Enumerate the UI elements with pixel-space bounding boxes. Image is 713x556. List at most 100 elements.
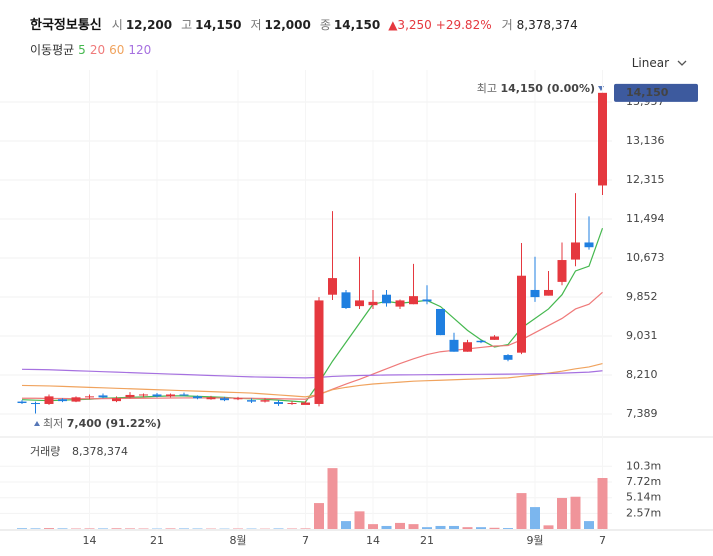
ma-line bbox=[22, 291, 603, 400]
scale-select[interactable]: Linear bbox=[632, 56, 687, 70]
y-tick-label: 10,673 bbox=[626, 251, 665, 264]
volume-bar bbox=[408, 524, 419, 529]
candle-body bbox=[557, 260, 567, 282]
volume-bar bbox=[179, 528, 189, 529]
x-tick-label: 21 bbox=[150, 534, 164, 547]
candle-body bbox=[530, 289, 540, 298]
x-tick-label: 8월 bbox=[229, 534, 246, 547]
volume-bar bbox=[300, 528, 311, 529]
y-tick-label: 9,852 bbox=[626, 290, 658, 303]
candle-body bbox=[274, 402, 283, 404]
volume-bar bbox=[516, 493, 527, 529]
candle-body bbox=[85, 396, 94, 398]
candle-body bbox=[233, 398, 243, 400]
ma-line bbox=[21, 228, 604, 403]
price-box bbox=[614, 83, 698, 102]
x-tick-label: 21 bbox=[420, 534, 434, 547]
candle-body bbox=[31, 403, 40, 405]
volume-label: 거 bbox=[501, 18, 513, 32]
candle-body bbox=[436, 308, 445, 336]
high-note-text: 14,150 (0.00%) bbox=[501, 82, 596, 95]
price-box-label: 14,150 bbox=[626, 86, 669, 99]
x-tick-label: 7 bbox=[302, 534, 309, 547]
volume-total: 8,378,374 bbox=[72, 445, 128, 458]
volume-bar bbox=[462, 527, 473, 529]
candle-body bbox=[598, 92, 607, 186]
y-tick-label: 11,494 bbox=[626, 212, 665, 225]
volume-bar bbox=[422, 527, 432, 529]
ma-legend: 이동평균 5 20 60 120 bbox=[30, 41, 151, 58]
volume-bar bbox=[165, 528, 176, 529]
ma-line bbox=[21, 368, 603, 379]
volume-bar bbox=[570, 496, 581, 529]
x-tick-label: 9월 bbox=[526, 534, 543, 547]
candle-body bbox=[368, 301, 378, 306]
volume-bar bbox=[381, 525, 392, 529]
low-note-text: 7,400 (91.22%) bbox=[67, 417, 162, 430]
volume-bar bbox=[503, 528, 513, 529]
candle-body bbox=[247, 400, 256, 402]
candle-body bbox=[166, 394, 175, 397]
volume-bar bbox=[314, 503, 324, 529]
candle-body bbox=[125, 394, 135, 398]
volume-bar bbox=[597, 478, 608, 529]
high-note: 최고 14,150 (0.00%) bbox=[477, 82, 595, 95]
candle-body bbox=[220, 398, 229, 401]
ma-line bbox=[21, 363, 603, 398]
ma-legend-item: 60 bbox=[109, 43, 125, 57]
volume-bar bbox=[368, 524, 378, 529]
candle-body bbox=[355, 300, 364, 307]
chevron bbox=[677, 60, 687, 66]
stats: 시 12,200 고 14,150 저 12,000 종 14,150 bbox=[106, 16, 380, 33]
candle-body bbox=[260, 400, 270, 402]
candle-body bbox=[584, 242, 594, 248]
candle-body bbox=[490, 336, 499, 340]
volume-tick-label: 2.57m bbox=[626, 506, 661, 519]
volume-bar bbox=[125, 528, 135, 529]
candle-body bbox=[44, 396, 54, 404]
volume-bar bbox=[327, 468, 338, 529]
candle-body bbox=[206, 397, 216, 400]
volume-bar bbox=[17, 528, 27, 529]
scale-label: Linear bbox=[631, 56, 669, 70]
y-tick-label: 13,957 bbox=[626, 95, 665, 108]
candle-body bbox=[98, 395, 108, 398]
candle-body bbox=[382, 294, 391, 304]
stat-value: 14,150 bbox=[333, 18, 381, 32]
y-tick-label: 9,031 bbox=[626, 329, 658, 342]
candle-body bbox=[409, 296, 418, 305]
low-note: 최저 7,400 (91.22%) bbox=[43, 417, 161, 430]
x-tick-label: 14 bbox=[366, 534, 380, 547]
volume-bar bbox=[584, 521, 594, 529]
candle-body bbox=[112, 398, 121, 402]
candle-body bbox=[395, 300, 405, 307]
volume-bar bbox=[273, 528, 284, 529]
volume-bar bbox=[57, 528, 68, 529]
low-marker bbox=[34, 421, 40, 426]
volume-bar bbox=[111, 528, 122, 529]
low-note-label: 최저 bbox=[43, 417, 63, 430]
candle-body bbox=[571, 242, 580, 260]
volume-bar bbox=[30, 528, 41, 529]
candle-body bbox=[517, 275, 526, 353]
candle-body bbox=[341, 292, 351, 309]
candle-body bbox=[17, 401, 27, 404]
change-pct: +29.82% bbox=[435, 18, 492, 32]
change: ▲3,250 bbox=[388, 18, 432, 32]
stat-value: 12,000 bbox=[264, 18, 311, 32]
candle-body bbox=[179, 394, 189, 396]
x-tick-label: 14 bbox=[83, 534, 97, 547]
volume-value: 8,378,374 bbox=[516, 18, 578, 32]
volume-bar bbox=[84, 528, 95, 529]
y-tick-label: 13,136 bbox=[626, 134, 665, 147]
volume-label: 거래량 bbox=[30, 445, 60, 458]
candle-body bbox=[58, 399, 67, 402]
ma-label: 이동평균 bbox=[30, 43, 75, 57]
stock-name: 한국정보통신 bbox=[30, 18, 102, 33]
volume-bar bbox=[449, 525, 459, 529]
x-tick-label: 7 bbox=[599, 534, 606, 547]
ma-legend-item: 20 bbox=[89, 43, 106, 57]
candle-body bbox=[503, 355, 513, 360]
volume-bar bbox=[395, 522, 405, 529]
